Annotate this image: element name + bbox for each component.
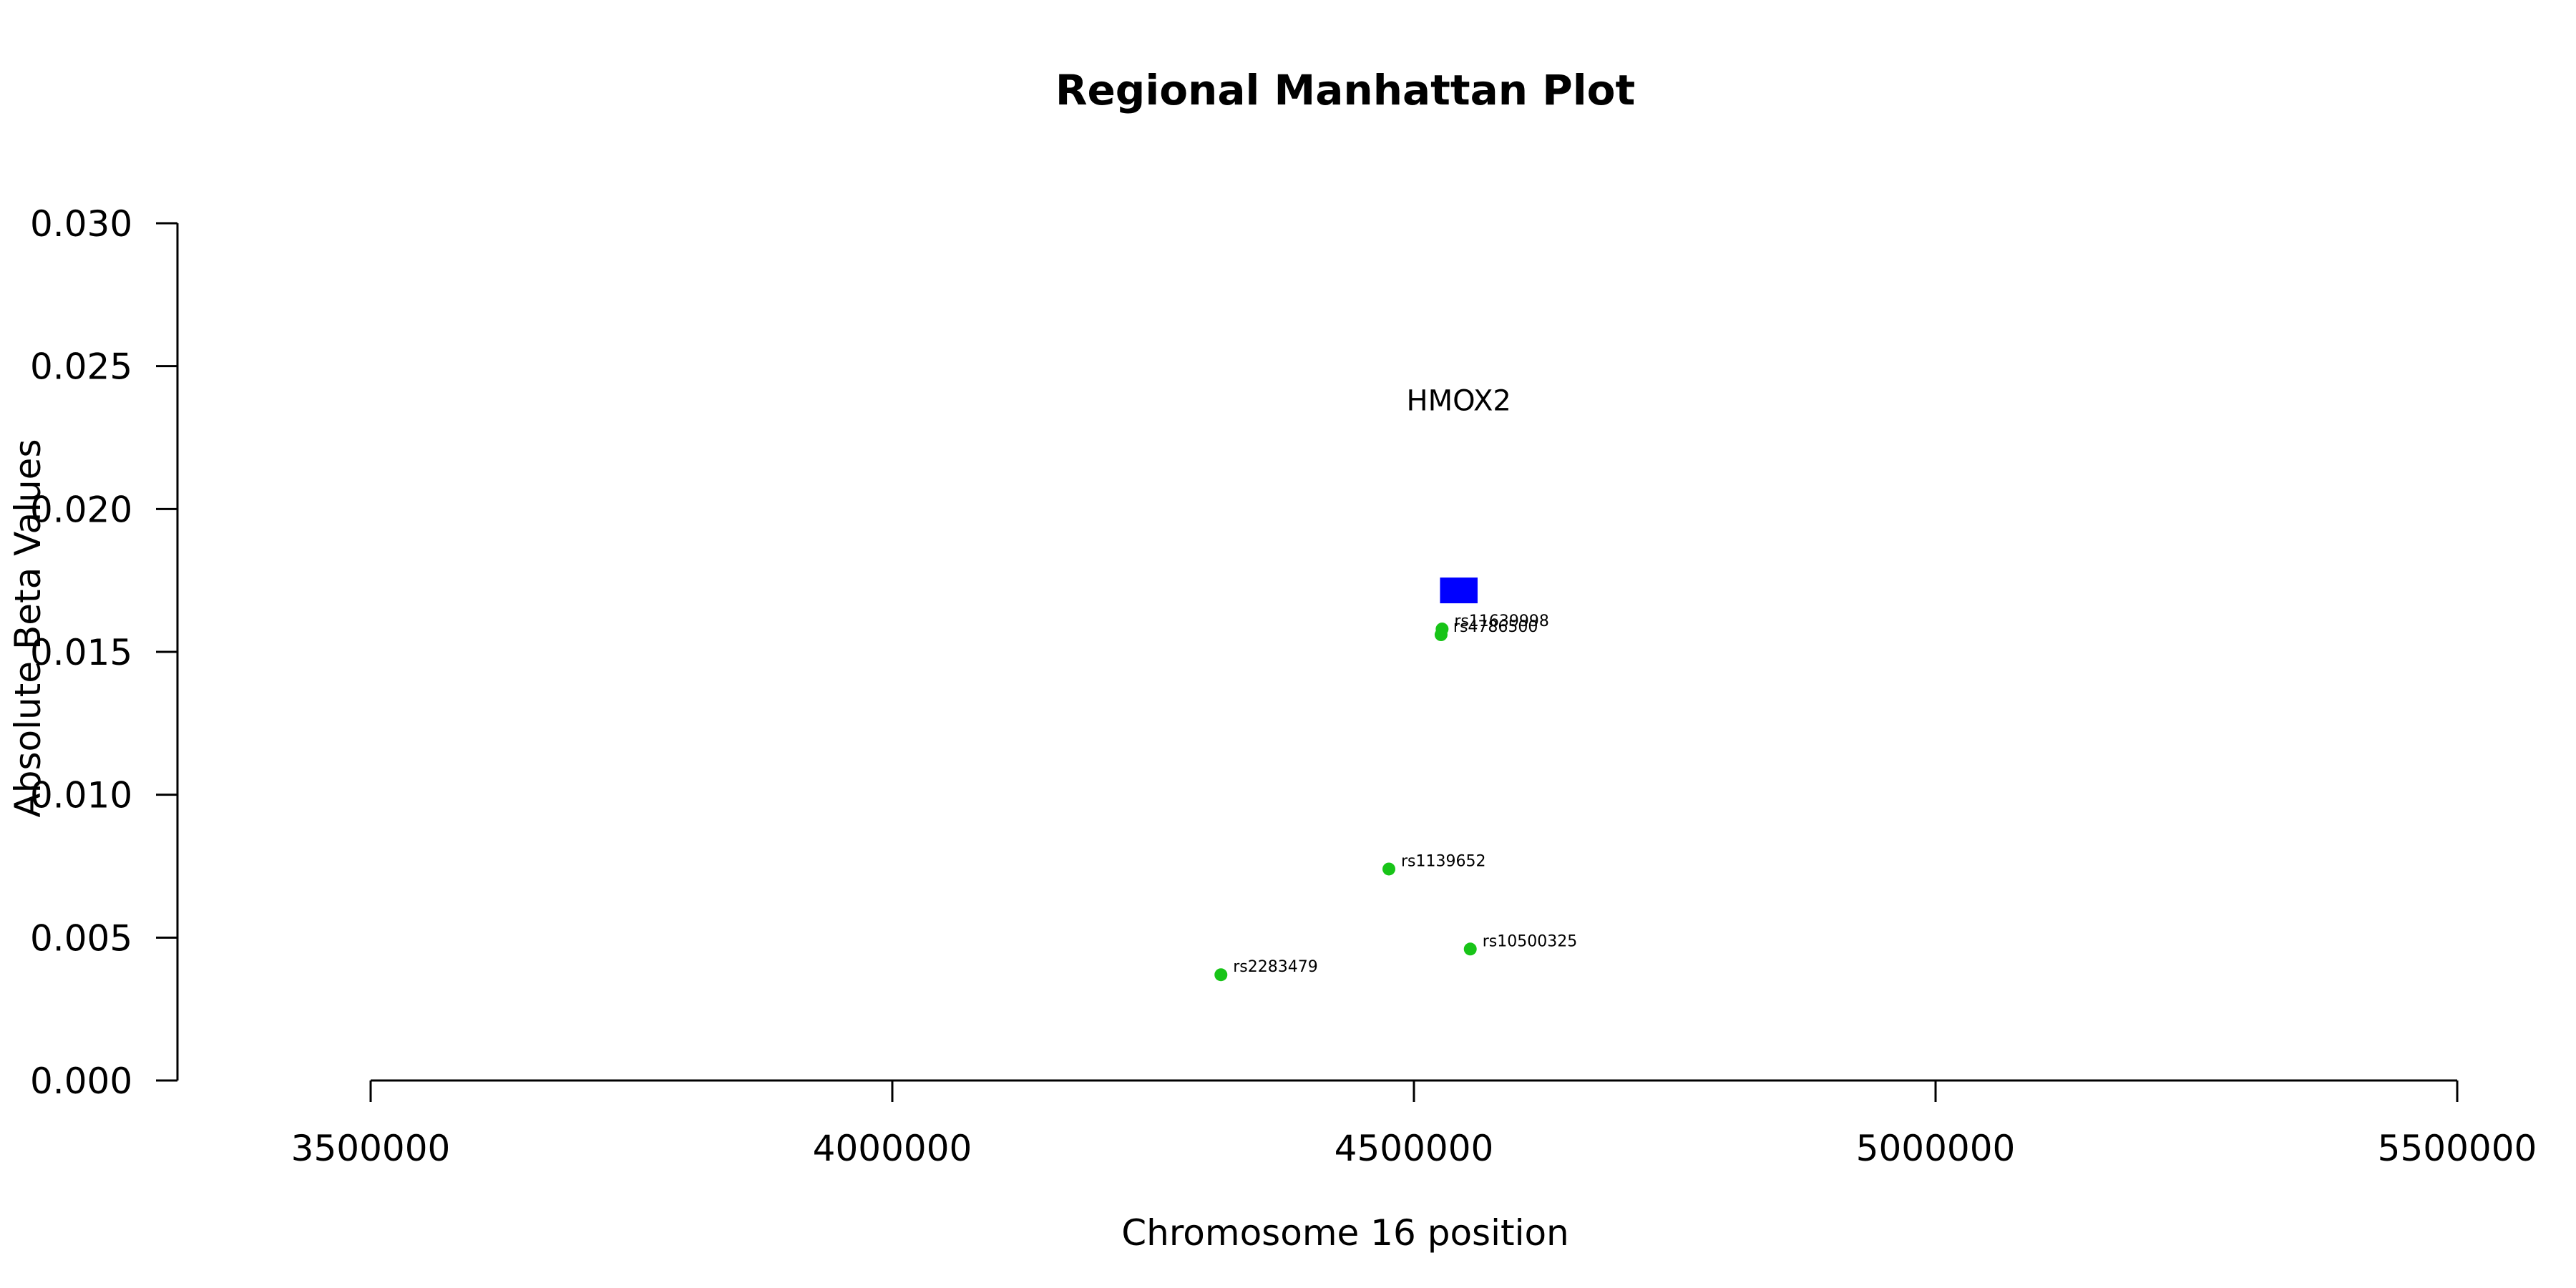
snp-point: [1434, 628, 1448, 642]
x-tick-label: 4000000: [813, 1128, 972, 1169]
x-tick-label: 5500000: [2378, 1128, 2537, 1169]
gene-label: HMOX2: [1407, 385, 1511, 418]
x-tick-label: 4500000: [1335, 1128, 1494, 1169]
snp-point: [1382, 862, 1396, 876]
snp-label: rs2283479: [1233, 958, 1318, 976]
y-tick-label: 0.010: [30, 775, 132, 816]
gene-track: HMOX2: [1407, 385, 1511, 604]
x-axis-label: Chromosome 16 position: [1121, 1212, 1569, 1254]
y-tick-label: 0.005: [30, 917, 132, 959]
x-axis: 3500000 4000000 4500000 5000000 5500000: [291, 1079, 2537, 1169]
y-tick-label: 0.020: [30, 489, 132, 530]
x-tick-label: 3500000: [291, 1128, 451, 1169]
gene-block: [1440, 577, 1478, 604]
snp-label: rs1139652: [1401, 852, 1486, 870]
snp-label: rs11639998: [1454, 613, 1548, 630]
y-axis: 0.000 0.005 0.010 0.015 0.020 0.025 0.030: [30, 203, 179, 1102]
x-tick-label: 5000000: [1856, 1128, 2016, 1169]
snp-label: rs10500325: [1483, 932, 1577, 950]
y-axis-label: Absolute Beta Values: [7, 439, 49, 818]
y-tick-label: 0.030: [30, 203, 132, 245]
y-tick-label: 0.025: [30, 346, 132, 388]
snp-point: [1463, 942, 1477, 956]
y-tick-label: 0.015: [30, 632, 132, 673]
snp-label: rs4786500: [1453, 618, 1538, 636]
snp-point: [1214, 968, 1228, 982]
chart-title: Regional Manhattan Plot: [1055, 66, 1635, 114]
y-tick-label: 0.000: [30, 1060, 132, 1102]
